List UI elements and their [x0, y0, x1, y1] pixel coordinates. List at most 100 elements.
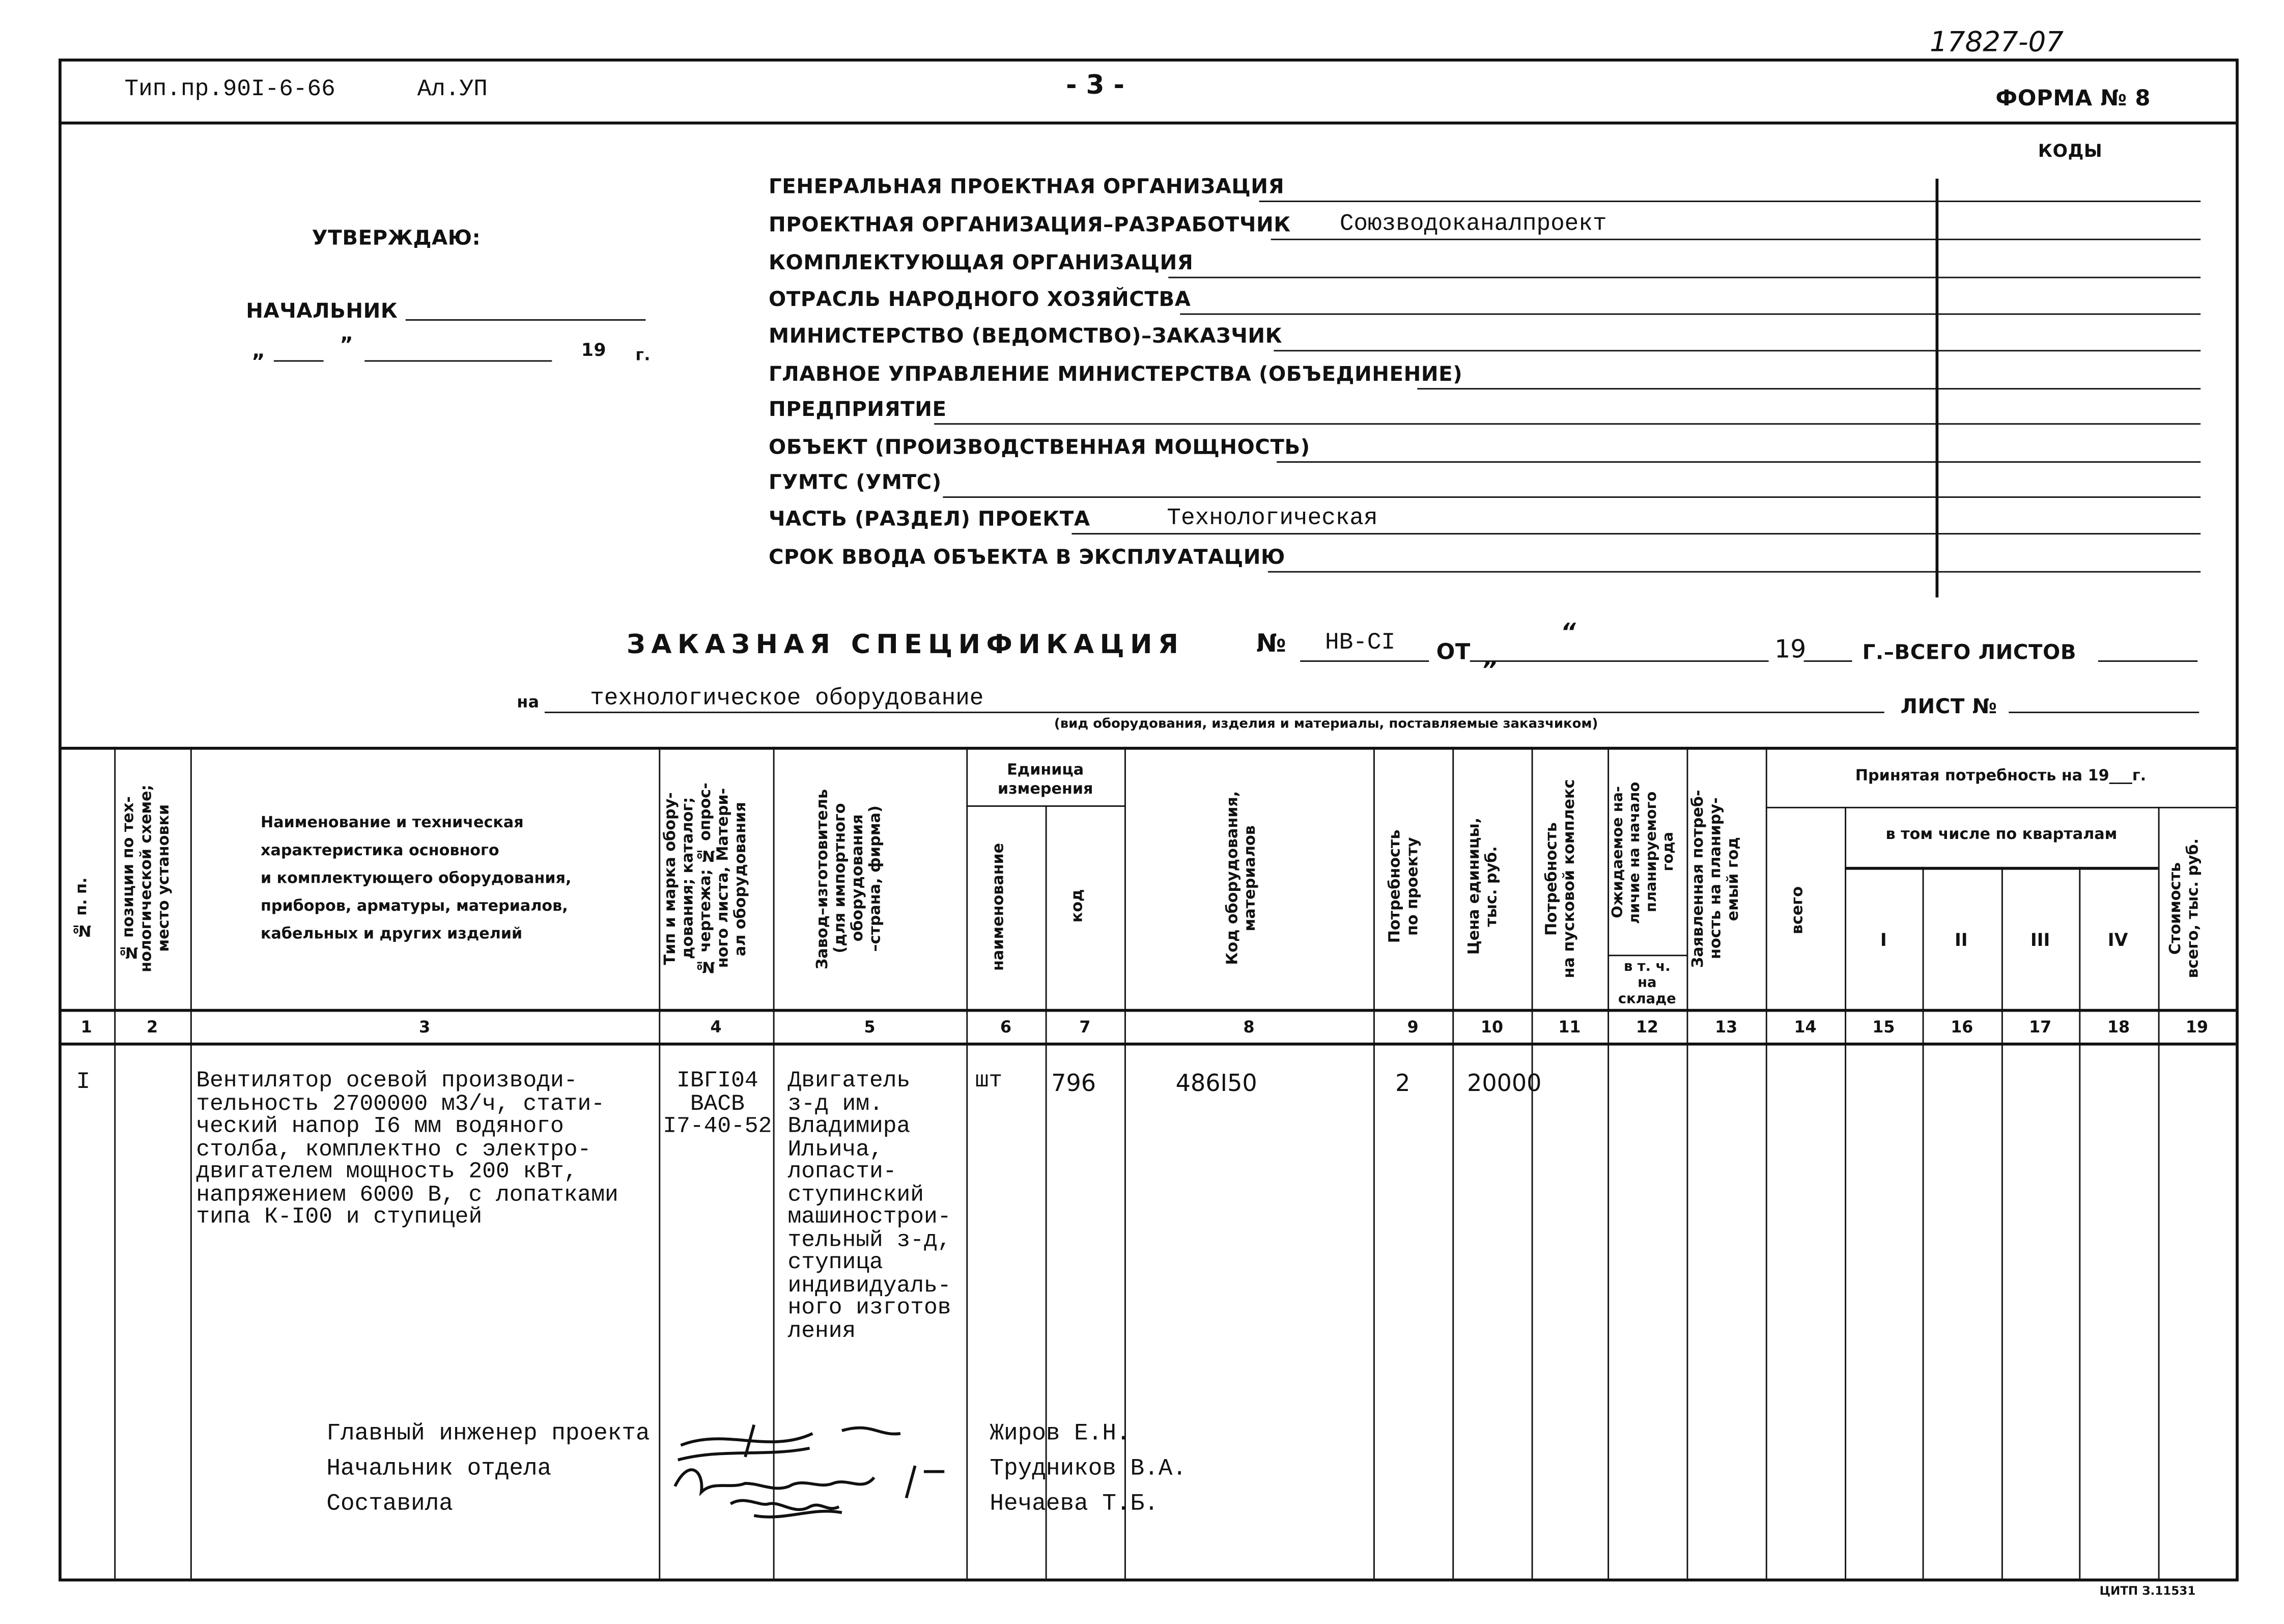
col-header-quarter: I — [1880, 930, 1887, 950]
org-field-label: КОМПЛЕКТУЮЩАЯ ОРГАНИЗАЦИЯ — [769, 251, 1194, 275]
table-top-line — [59, 746, 2236, 750]
col-header-7: код — [1068, 889, 1087, 923]
spec-subject-note: (вид оборудования, изделия и материалы, … — [1054, 717, 1598, 733]
row-qty: 2 — [1395, 1069, 1411, 1097]
sheet-no-label: ЛИСТ № — [1900, 695, 1997, 719]
col-header-14: всего — [1789, 887, 1807, 935]
signature-name: Жиров Е.Н. — [990, 1420, 1131, 1447]
org-field-line[interactable] — [1417, 388, 2201, 390]
column-divider — [1452, 746, 1454, 1579]
column-divider — [773, 746, 775, 1579]
org-field-line[interactable] — [1271, 238, 2201, 240]
column-divider — [1686, 746, 1688, 1579]
column-divider — [1765, 746, 1767, 1579]
codes-label: КОДЫ — [2038, 141, 2103, 161]
org-field-label: МИНИСТЕРСТВО (ВЕДОМСТВО)–ЗАКАЗЧИК — [769, 325, 1283, 349]
spec-on-label: на — [517, 692, 540, 712]
column-divider — [2079, 866, 2081, 1579]
col-number: 17 — [2029, 1018, 2052, 1037]
row-maker: Двигатель з-д им. Владимира Ильича, лопа… — [787, 1067, 951, 1344]
org-field-label: ОТРАСЛЬ НАРОДНОГО ХОЗЯЙСТВА — [769, 288, 1191, 312]
col-header-quarters: в том числе по кварталам — [1885, 826, 2118, 844]
date-year-suffix: г. — [635, 345, 651, 365]
col-header-6: наименование — [990, 842, 1007, 971]
col-header-quarter: II — [1954, 930, 1968, 950]
table-header-bottom — [59, 1009, 2236, 1012]
col-number: 18 — [2107, 1018, 2130, 1037]
col-header-4: Тип и марка обору- дования; каталог; № ч… — [662, 782, 750, 975]
col-header-quarter: III — [2030, 930, 2050, 950]
row-number: I — [76, 1069, 91, 1096]
album-number: Ал.УП — [417, 76, 488, 103]
chief-signature-line[interactable] — [405, 319, 646, 321]
spec-no-label: № — [1256, 629, 1287, 659]
col-number: 8 — [1243, 1018, 1255, 1037]
col-header-12-stock: в т. ч. на складе — [1618, 959, 1676, 1007]
row-price: 20000 — [1467, 1069, 1542, 1097]
org-field-line[interactable] — [1267, 571, 2201, 573]
chief-label: НАЧАЛЬНИК — [246, 300, 398, 324]
col-header-19: Стоимость всего, тыс. руб. — [2166, 838, 2202, 978]
org-field-label: СРОК ВВОДА ОБЪЕКТА В ЭКСПЛУАТАЦИЮ — [769, 546, 1285, 570]
column-divider — [1531, 746, 1533, 1579]
col-number: 16 — [1951, 1018, 1973, 1037]
org-field-line[interactable] — [934, 423, 2201, 425]
col-number: 5 — [864, 1018, 876, 1037]
signature-role: Начальник отдела — [326, 1455, 552, 1482]
sheet-no-line[interactable] — [2009, 711, 2200, 713]
col-header-8: Код оборудования, материалов — [1224, 791, 1259, 966]
org-field-line[interactable] — [1168, 276, 2201, 278]
form-number: ФОРМА № 8 — [1995, 85, 2151, 111]
col-header-2: № позиции по тех- нологической схеме; ме… — [120, 785, 173, 973]
codes-divider — [1935, 178, 1939, 598]
col-header-12: Ожидаемое на- личие на начало планируемо… — [1610, 781, 1677, 923]
col-header-unit: Единица измерения — [997, 761, 1093, 798]
column-divider — [966, 746, 968, 1579]
footer-code: ЦИТП З.11531 — [2099, 1584, 2196, 1598]
signature-role: Составила — [326, 1491, 453, 1517]
row-equip-code: 486I50 — [1175, 1069, 1257, 1097]
date-month-line[interactable] — [364, 360, 552, 362]
col-header-accepted: Принятая потребность на 19___г. — [1855, 767, 2147, 785]
org-field-line[interactable] — [1071, 533, 2201, 535]
spec-date-line[interactable] — [1470, 660, 1769, 662]
org-field-line[interactable] — [1277, 461, 2201, 463]
org-field-line[interactable] — [1259, 201, 2201, 202]
column-divider — [114, 746, 116, 1579]
org-field-label: ГУМТС (УМТС) — [769, 471, 942, 495]
org-field-value: Технологическая — [1167, 505, 1378, 532]
col-number: 4 — [710, 1018, 722, 1037]
col-header-3: Наименование и техническая характеристик… — [260, 814, 572, 943]
column-divider — [1922, 866, 1924, 1579]
column-divider — [1373, 746, 1375, 1579]
col-number: 11 — [1558, 1018, 1581, 1037]
spec-year-line[interactable] — [1803, 660, 1852, 662]
org-field-label: ПРЕДПРИЯТИЕ — [769, 398, 947, 422]
spec-year: 19 — [1774, 635, 1807, 665]
signature-role: Главный инженер проекта — [326, 1420, 650, 1447]
col-number: 6 — [1000, 1018, 1012, 1037]
document-number: 17827-07 — [1929, 26, 2064, 59]
stock-subline — [1608, 955, 1687, 957]
signature-name: Нечаева Т.Б. — [990, 1491, 1159, 1517]
col-header-1: № п. п. — [73, 877, 91, 939]
row-type: IВГI04 ВАСВ I7-40-52 — [663, 1067, 772, 1139]
column-divider — [2001, 866, 2003, 1579]
date-year: 19 — [581, 340, 607, 360]
column-divider — [2158, 806, 2160, 1579]
col-header-10: Цена единицы, тыс. руб. — [1465, 817, 1501, 955]
handwritten-signatures — [673, 1424, 945, 1519]
total-sheets-line[interactable] — [2098, 660, 2198, 662]
org-field-line[interactable] — [1180, 313, 2201, 315]
col-number: 1 — [80, 1018, 92, 1037]
column-divider — [190, 746, 192, 1579]
org-field-line[interactable] — [943, 496, 2201, 498]
col-number: 15 — [1872, 1018, 1895, 1037]
header-divider — [59, 121, 2236, 125]
org-field-line[interactable] — [1274, 350, 2201, 352]
row-unit: шт — [975, 1067, 1003, 1094]
date-day-line[interactable] — [273, 360, 324, 362]
spec-number-line — [1300, 660, 1429, 662]
date-close-quote: ” — [340, 333, 354, 357]
org-field-label: ПРОЕКТНАЯ ОРГАНИЗАЦИЯ–РАЗРАБОТЧИК — [769, 213, 1291, 237]
